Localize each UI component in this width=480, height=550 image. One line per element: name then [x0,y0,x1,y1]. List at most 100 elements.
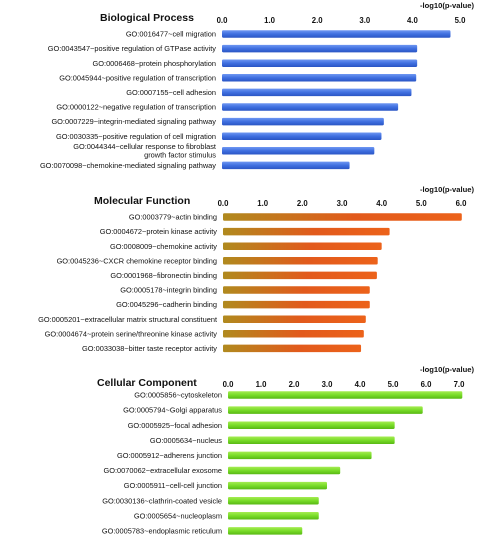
category-label: GO:0005201~extracellular matrix structur… [38,315,217,324]
category-label: GO:0016477~cell migration [126,30,216,39]
bar [222,117,384,126]
bar [222,132,382,140]
category-label: GO:0004672~protein kinase activity [100,227,218,236]
bars [222,30,451,170]
x-tick-label: 7.0 [454,380,466,389]
bar [228,527,303,535]
bar [228,512,319,520]
bars [228,391,463,535]
chart-panel-biological-process: Biological Process -log10(p-value) 0.0 1.… [40,1,475,170]
category-label: GO:0001968~fibronectin binding [110,271,217,280]
bar [223,300,370,309]
category-label: GO:0007155~cell adhesion [126,88,216,97]
x-tick-label: 3.0 [322,380,334,389]
bar [228,436,395,445]
x-axis-label: -log10(p-value) [420,185,474,194]
category-label: GO:0005911~cell-cell junction [124,481,222,490]
x-tick-label: 2.0 [297,199,309,208]
category-label: GO:0030136~clathrin-coated vesicle [102,496,222,505]
chart-title: Molecular Function [94,195,190,207]
x-tick-label: 4.0 [407,16,419,25]
bar [223,227,390,236]
bar [228,451,372,460]
category-label: GO:0070098~chemokine-mediated signaling … [40,161,216,170]
x-tick-labels: 0.0 1.0 2.0 3.0 4.0 5.0 6.0 [218,199,468,208]
bar [222,59,418,67]
x-tick-label: 0.0 [223,380,235,389]
chart-panel-cellular-component: Cellular Component -log10(p-value) 0.0 1.… [97,365,474,536]
bar [222,161,350,170]
x-tick-label: 0.0 [218,199,230,208]
category-label: GO:0005925~focal adhesion [128,421,222,430]
x-tick-label: 5.0 [388,380,400,389]
x-tick-label: 1.0 [264,16,276,25]
x-tick-label: 4.0 [376,199,388,208]
category-labels: GO:0005856~cytoskeleton GO:0005794~Golgi … [102,391,222,536]
category-label: GO:0044344~cellular response to fibrobla… [73,142,216,159]
category-label: GO:0007229~integrin-mediated signaling p… [51,117,216,126]
bar [228,496,319,505]
x-tick-label: 4.0 [355,380,367,389]
bar [223,330,364,338]
x-tick-labels: 0.0 1.0 2.0 3.0 4.0 5.0 [217,16,467,25]
category-labels: GO:0016477~cell migration GO:0043547~posi… [40,30,216,170]
x-tick-label: 1.0 [257,199,269,208]
category-label: GO:0005856~cytoskeleton [134,391,222,400]
bar [223,286,370,294]
category-label: GO:0005912~adherens junction [117,451,222,460]
x-tick-label: 1.0 [256,380,268,389]
category-label: GO:0070062~extracellular exosome [103,466,222,475]
bar [223,242,382,250]
x-tick-labels: 0.0 1.0 2.0 3.0 4.0 5.0 6.0 7.0 [223,380,466,389]
chart-title: Cellular Component [97,377,197,389]
category-label: GO:0005178~integrin binding [120,286,217,295]
chart-panel-molecular-function: Molecular Function -log10(p-value) 0.0 1.… [38,185,474,353]
bar [223,344,362,353]
x-tick-label: 6.0 [456,199,468,208]
category-labels: GO:0003779~actin binding GO:0004672~prote… [38,213,217,353]
x-tick-label: 5.0 [455,16,467,25]
x-axis-label: -log10(p-value) [420,1,474,10]
bar [228,421,395,429]
category-label: GO:0000122~negative regulation of transc… [56,103,216,112]
bar [222,103,399,111]
bar [223,213,462,221]
bar [223,271,377,280]
category-label: GO:0004674~protein serine/threonine kina… [45,329,218,338]
bar [228,466,341,475]
category-label: GO:0003779~actin binding [129,213,217,222]
category-label: GO:0030335~positive regulation of cell m… [56,132,216,141]
x-tick-label: 5.0 [416,199,428,208]
chart-title: Biological Process [100,12,194,24]
x-tick-label: 0.0 [217,16,229,25]
bar [222,147,375,155]
bars [223,213,462,353]
category-label: GO:0043547~positive regulation of GTPase… [48,44,217,53]
category-label: GO:0045236~CXCR chemokine receptor bindi… [57,256,217,265]
category-label: GO:0005794~Golgi apparatus [123,406,222,415]
bar [228,481,327,490]
x-tick-label: 3.0 [337,199,349,208]
category-label: GO:0033038~bitter taste receptor activit… [82,344,217,353]
bar [228,391,463,399]
bar [222,44,418,53]
bar [222,74,417,82]
bar [223,257,378,265]
x-tick-label: 6.0 [421,380,433,389]
x-tick-label: 2.0 [289,380,301,389]
bar [228,406,423,414]
x-tick-label: 3.0 [359,16,371,25]
x-axis-label: -log10(p-value) [420,365,474,374]
category-label: GO:0005654~nucleoplasm [134,511,222,520]
category-label: GO:0005783~endoplasmic reticulum [102,527,222,536]
x-tick-label: 2.0 [312,16,324,25]
category-label: GO:0008009~chemokine activity [110,242,217,251]
bar [223,315,366,323]
category-label: GO:0045944~positive regulation of transc… [59,73,216,82]
category-label: GO:0006468~protein phosphorylation [93,59,216,68]
bar [222,30,451,38]
category-label: GO:0045296~cadherin binding [116,300,217,309]
category-label: GO:0005634~nucleus [150,436,222,445]
bar [222,88,412,97]
